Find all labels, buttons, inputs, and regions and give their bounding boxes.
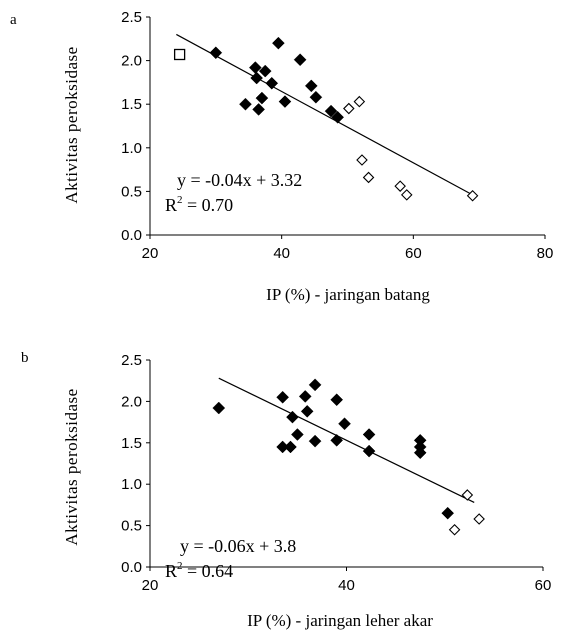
data-point-filled-diamond (441, 506, 455, 520)
x-tick-label: 80 (537, 245, 554, 262)
y-tick-label: 0.5 (121, 183, 142, 200)
data-point-open-diamond (343, 102, 355, 115)
data-point-filled-diamond (298, 390, 312, 403)
data-point-filled-diamond (330, 433, 344, 447)
x-tick-label: 40 (338, 577, 355, 594)
y-tick-label: 2.0 (121, 53, 142, 70)
data-point-filled-diamond (330, 393, 344, 407)
y-tick-label: 0.5 (121, 518, 142, 535)
y-tick-label: 1.0 (121, 476, 142, 493)
data-point-filled-diamond (265, 76, 279, 90)
y-tick-label: 0.0 (121, 227, 142, 244)
data-point-filled-diamond (362, 444, 376, 458)
data-point-filled-diamond (309, 90, 323, 104)
data-point-open-diamond (353, 95, 366, 108)
data-point-open-diamond (461, 489, 474, 501)
regression-equation-a: y = -0.04x + 3.32 (177, 170, 302, 190)
x-tick-label: 20 (142, 245, 159, 262)
data-point-open-square (173, 48, 186, 61)
data-point-open-diamond (400, 189, 413, 201)
data-point-open-diamond (466, 189, 479, 202)
data-point-filled-diamond (286, 410, 299, 424)
data-point-open-diamond (362, 171, 375, 184)
data-point-filled-diamond (284, 440, 297, 454)
data-point-open-diamond (448, 523, 461, 536)
data-point-filled-diamond (293, 53, 307, 67)
data-point-filled-diamond (362, 428, 376, 441)
y-tick-label: 1.5 (121, 435, 142, 452)
y-tick-label: 2.5 (121, 9, 142, 26)
data-point-filled-diamond (272, 36, 285, 50)
data-point-filled-diamond (248, 61, 262, 74)
y-tick-label: 0.0 (121, 559, 142, 576)
data-point-filled-diamond (324, 104, 338, 118)
data-point-filled-diamond (252, 103, 265, 116)
y-tick-label: 2.5 (121, 352, 142, 369)
x-axis-label-a: IP (%) - jaringan batang (266, 285, 430, 304)
data-point-filled-diamond (413, 446, 427, 460)
data-point-filled-diamond (278, 95, 292, 108)
data-point-filled-diamond (209, 46, 223, 60)
data-point-filled-diamond (212, 401, 226, 415)
chart-a: a Aktivitas peroksidase IP (%) - jaringa… (10, 9, 553, 304)
trendline-a (176, 33, 473, 196)
data-point-filled-diamond (255, 91, 269, 105)
trendline-b (218, 377, 475, 503)
data-point-filled-diamond (239, 97, 252, 111)
data-point-open-diamond (473, 513, 485, 525)
data-point-filled-diamond (258, 64, 272, 78)
panel-label-b: b (21, 350, 29, 366)
chart-b: b Aktivitas peroksidase IP (%) - jaringa… (21, 350, 551, 630)
x-tick-label: 40 (273, 245, 290, 262)
y-tick-label: 1.5 (121, 96, 142, 113)
data-point-filled-diamond (276, 390, 289, 404)
x-axis-label-b: IP (%) - jaringan leher akar (247, 611, 433, 630)
y-axis-label-b: Aktivitas peroksidase (62, 388, 81, 545)
y-tick-label: 1.0 (121, 140, 142, 157)
y-tick-label: 2.0 (121, 393, 142, 410)
data-point-open-diamond (356, 154, 368, 166)
data-point-filled-diamond (331, 110, 344, 124)
x-tick-label: 20 (142, 577, 159, 594)
data-point-filled-diamond (338, 417, 351, 431)
data-point-filled-diamond (291, 428, 304, 441)
data-point-filled-diamond (300, 404, 314, 418)
x-tick-label: 60 (405, 245, 422, 262)
panel-label-a: a (10, 12, 17, 28)
data-point-filled-diamond (304, 79, 318, 93)
data-point-filled-diamond (308, 378, 322, 392)
r-squared-a: R2 = 0.70 (165, 194, 233, 215)
regression-equation-b: y = -0.06x + 3.8 (180, 536, 296, 556)
data-point-open-diamond (394, 180, 406, 192)
r-squared-b: R2 = 0.64 (165, 560, 233, 581)
data-point-filled-diamond (308, 434, 322, 448)
data-point-filled-diamond (250, 71, 264, 85)
x-tick-label: 60 (535, 577, 552, 594)
y-axis-label-a: Aktivitas peroksidase (62, 46, 81, 203)
